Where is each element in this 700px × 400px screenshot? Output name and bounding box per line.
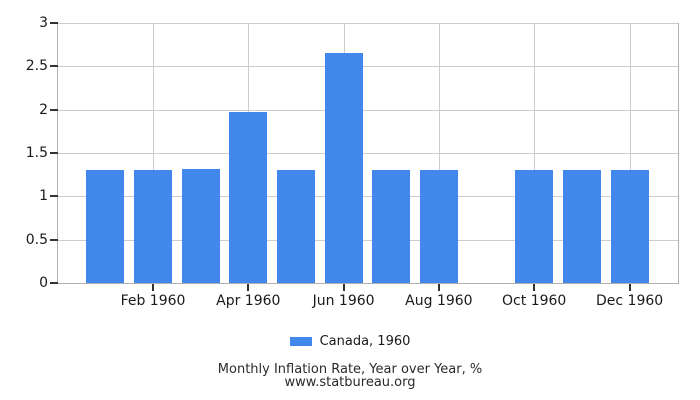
y-tick-mark <box>50 65 58 68</box>
y-tick-label: 1.5 <box>25 145 48 161</box>
chart-source: www.statbureau.org <box>284 375 416 390</box>
bar <box>276 169 315 283</box>
y-tick-label: 2 <box>39 101 48 118</box>
bar <box>562 170 601 283</box>
bar <box>419 169 458 283</box>
legend-label: Canada, 1960 <box>319 333 411 349</box>
y-tick-mark <box>50 238 58 241</box>
x-tick-mark <box>342 284 345 291</box>
bar <box>181 168 220 283</box>
bar <box>229 112 268 283</box>
x-tick-label: Oct 1960 <box>502 293 567 309</box>
plot-right-border <box>678 23 679 284</box>
x-tick-mark <box>437 284 440 291</box>
x-grid-line <box>534 23 536 283</box>
x-tick-label: Jun 1960 <box>312 293 375 309</box>
x-tick-mark <box>247 284 250 291</box>
bar <box>324 53 363 283</box>
bar <box>372 169 411 283</box>
y-tick-mark <box>50 108 58 111</box>
x-grid-line <box>153 23 154 283</box>
y-grid-line <box>57 239 678 241</box>
x-tick-label: Feb 1960 <box>120 293 186 309</box>
x-tick-mark <box>533 284 536 291</box>
y-grid-line <box>57 66 678 68</box>
y-tick-label: 1 <box>39 188 48 205</box>
x-tick-label: Aug 1960 <box>405 293 473 309</box>
legend: Canada, 1960 <box>0 332 700 350</box>
x-grid-line <box>438 23 440 283</box>
y-tick-mark <box>50 152 58 154</box>
bar <box>515 170 554 283</box>
y-tick-label: 0.5 <box>25 231 48 248</box>
x-tick-mark <box>152 284 154 291</box>
title-block: Monthly Inflation Rate, Year over Year, … <box>0 363 700 389</box>
y-grid-line <box>57 109 678 111</box>
y-tick-label: 2.5 <box>25 58 48 75</box>
y-tick-label: 0 <box>39 275 48 291</box>
y-grid-line <box>57 196 678 198</box>
x-tick-label: Apr 1960 <box>216 293 281 309</box>
bar <box>610 170 649 283</box>
y-tick-mark <box>50 195 58 198</box>
bar <box>86 169 125 283</box>
legend-swatch <box>289 336 312 346</box>
bar <box>134 169 172 283</box>
x-axis-line <box>57 283 679 284</box>
y-grid-line <box>57 23 678 24</box>
x-grid-line <box>629 23 631 283</box>
x-tick-mark <box>628 284 631 291</box>
y-tick-mark <box>50 22 58 24</box>
x-tick-label: Dec 1960 <box>596 293 664 309</box>
y-tick-mark <box>50 282 58 284</box>
chart-title: Monthly Inflation Rate, Year over Year, … <box>217 362 483 377</box>
y-grid-line <box>57 153 678 154</box>
y-tick-label: 3 <box>39 15 48 31</box>
